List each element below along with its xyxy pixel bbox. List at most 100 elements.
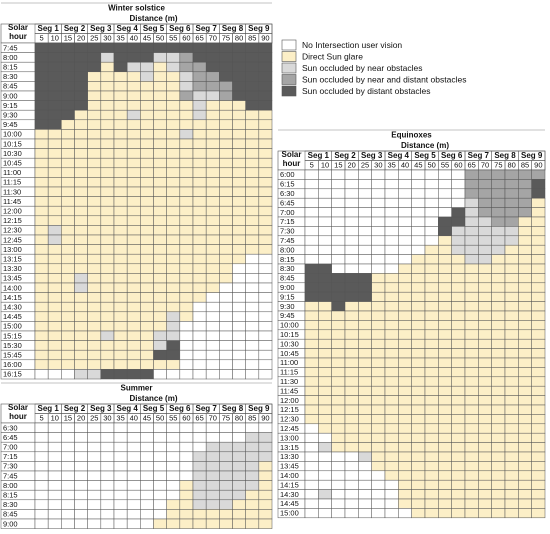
cell <box>205 359 220 370</box>
cell <box>318 479 332 490</box>
cell <box>153 349 167 361</box>
cell <box>113 138 128 149</box>
cell <box>504 329 519 340</box>
cell <box>192 90 207 101</box>
cell <box>219 461 233 472</box>
cell <box>34 81 49 92</box>
distance-label: Distance (m) <box>401 141 449 150</box>
cell <box>205 148 220 159</box>
cell <box>518 367 532 378</box>
distance-value: 30 <box>374 160 382 169</box>
distance-value: 80 <box>235 413 243 422</box>
distance-value: 35 <box>116 33 124 42</box>
cell <box>47 215 62 226</box>
cell <box>47 61 62 73</box>
cell <box>331 282 346 293</box>
cell <box>258 167 273 178</box>
cell <box>126 461 141 472</box>
cell <box>358 169 372 180</box>
cell <box>47 509 62 520</box>
cell <box>464 348 479 359</box>
cell <box>451 451 466 462</box>
cell <box>258 321 273 332</box>
hour-value: 12:30 <box>3 226 22 235</box>
cell <box>504 376 519 387</box>
cell <box>258 42 273 53</box>
cell <box>192 167 207 178</box>
cell <box>153 263 167 274</box>
cell <box>219 432 233 443</box>
cell <box>140 489 154 501</box>
cell <box>140 71 154 82</box>
distance-value: 15 <box>334 160 342 169</box>
hour-value: 13:00 <box>280 433 299 442</box>
cell <box>344 254 359 265</box>
cell <box>304 451 319 462</box>
cell <box>61 100 75 111</box>
cell <box>245 330 260 341</box>
cell <box>531 273 546 284</box>
cell <box>100 71 115 82</box>
segment-label: Seg 1 <box>37 24 59 33</box>
cell <box>219 480 233 491</box>
cell <box>47 282 62 293</box>
cell <box>192 489 207 501</box>
cell <box>47 234 62 245</box>
cell <box>34 311 49 322</box>
cell <box>331 348 346 359</box>
cell <box>47 489 62 501</box>
distance-value: 40 <box>130 33 138 42</box>
cell <box>219 340 233 351</box>
cell <box>304 310 319 321</box>
cell <box>74 311 88 322</box>
cell <box>371 461 386 472</box>
cell <box>424 489 439 500</box>
cell <box>344 207 359 218</box>
cell <box>100 244 115 255</box>
cell <box>179 177 194 188</box>
cell <box>518 169 532 180</box>
cell <box>140 81 154 92</box>
cell <box>258 148 273 159</box>
cell <box>47 499 62 510</box>
cell <box>478 348 492 359</box>
hour-value: 8:00 <box>3 53 18 62</box>
cell <box>61 167 75 178</box>
cell <box>438 291 452 302</box>
cell <box>344 395 359 406</box>
cell <box>74 263 88 274</box>
cell <box>153 138 167 149</box>
table-title: Summer <box>120 384 152 393</box>
distance-value: 75 <box>222 33 230 42</box>
cell <box>179 422 194 433</box>
cell <box>140 61 154 73</box>
cell <box>126 470 141 481</box>
cell <box>331 357 346 368</box>
cell <box>304 179 319 190</box>
hour-value: 12:15 <box>280 405 299 414</box>
cell <box>87 470 102 481</box>
cell <box>245 177 260 188</box>
hour-value: 14:00 <box>280 471 299 480</box>
cell <box>344 367 359 378</box>
cell <box>318 273 332 284</box>
legend-swatch <box>281 51 297 62</box>
cell <box>245 273 260 284</box>
cell <box>74 225 88 236</box>
cell <box>384 432 399 443</box>
cell <box>113 109 128 121</box>
cell <box>166 148 181 159</box>
cell <box>74 42 88 53</box>
cell <box>478 197 492 208</box>
cell <box>153 432 167 443</box>
cell <box>245 489 260 501</box>
cell <box>126 109 141 121</box>
cell <box>518 320 532 331</box>
cell <box>100 470 115 481</box>
cell <box>126 359 141 370</box>
cell <box>153 282 167 293</box>
cell <box>478 376 492 387</box>
cell <box>424 282 439 293</box>
cell <box>34 340 49 351</box>
cell <box>411 508 426 519</box>
